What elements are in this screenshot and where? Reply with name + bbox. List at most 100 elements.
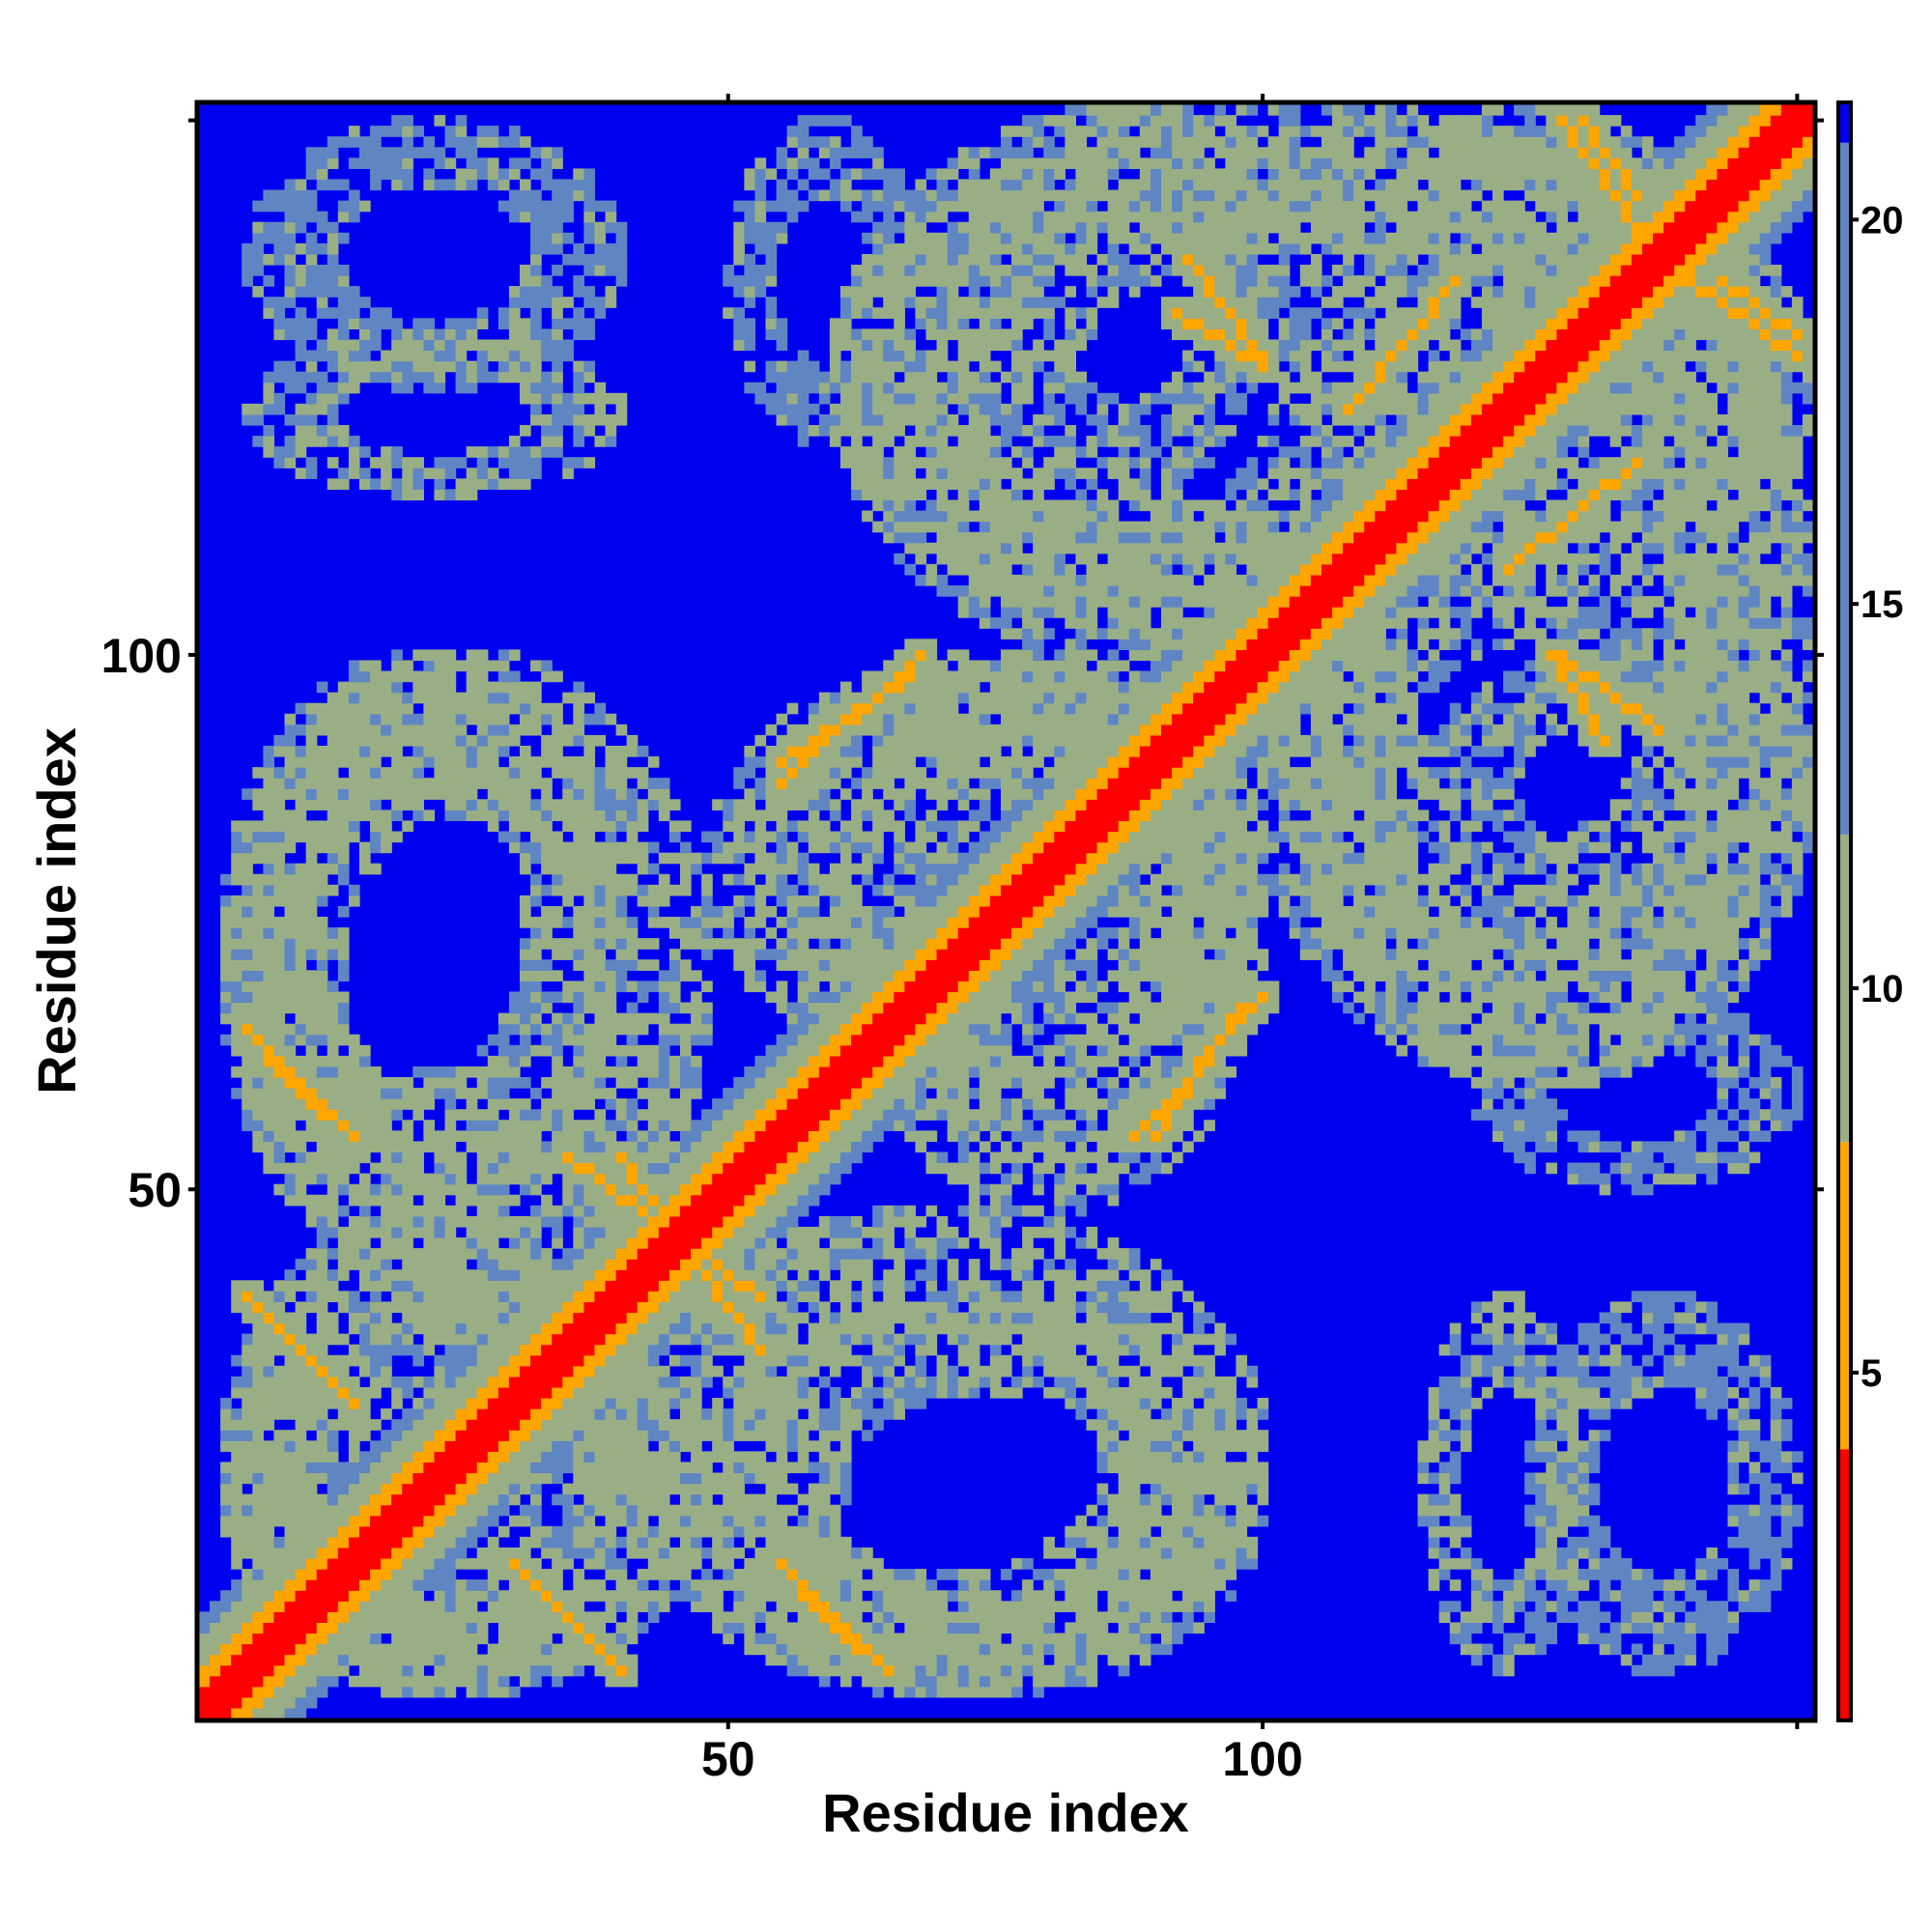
heatmap-cell	[615, 970, 628, 982]
heatmap-cell	[744, 959, 756, 971]
heatmap-cell	[348, 670, 360, 683]
heatmap-cell	[444, 681, 457, 694]
heatmap-cell	[562, 884, 574, 896]
heatmap-cell	[776, 1601, 788, 1612]
heatmap-cell	[327, 756, 339, 768]
heatmap-cell	[573, 713, 584, 725]
heatmap-cell	[337, 1398, 350, 1409]
heatmap-cell	[541, 831, 553, 843]
heatmap-cell	[381, 713, 392, 725]
heatmap-cell	[358, 136, 371, 148]
heatmap-cell	[786, 884, 799, 896]
heatmap-cell	[466, 1322, 478, 1335]
heatmap-cell	[541, 841, 553, 854]
heatmap-cell	[423, 1280, 436, 1292]
heatmap-cell	[337, 927, 350, 939]
heatmap-cell	[316, 1430, 328, 1441]
heatmap-cell	[818, 1590, 831, 1602]
heatmap-cell	[391, 831, 403, 843]
heatmap-cell	[754, 1259, 767, 1270]
heatmap-cell	[808, 1558, 820, 1570]
heatmap-cell	[626, 1376, 639, 1388]
heatmap-cell	[797, 1547, 810, 1559]
heatmap-cell	[273, 1365, 286, 1378]
heatmap-cell	[733, 1451, 745, 1463]
heatmap-cell	[733, 1141, 745, 1153]
heatmap-cell	[497, 1408, 510, 1420]
heatmap-cell	[723, 275, 734, 287]
heatmap-cell	[647, 938, 660, 950]
heatmap-cell	[679, 927, 692, 939]
heatmap-cell	[605, 1558, 617, 1570]
heatmap-cell	[573, 1344, 584, 1356]
heatmap-cell	[797, 1055, 810, 1067]
heatmap-cell	[242, 1312, 253, 1324]
heatmap-cell	[765, 1226, 778, 1238]
heatmap-cell	[263, 1664, 275, 1677]
heatmap-cell	[327, 1611, 339, 1624]
heatmap-cell	[263, 810, 275, 822]
heatmap-cell	[829, 1322, 841, 1335]
heatmap-cell	[583, 1120, 596, 1131]
heatmap-cell	[744, 970, 756, 982]
heatmap-cell	[434, 468, 446, 479]
heatmap-cell	[444, 713, 457, 725]
heatmap-cell	[808, 734, 820, 747]
heatmap-cell	[348, 1312, 360, 1324]
heatmap-cell	[594, 1462, 607, 1474]
heatmap-cell	[776, 1194, 788, 1207]
heatmap-cell	[647, 1012, 660, 1025]
heatmap-cell	[605, 1002, 617, 1014]
heatmap-cell	[444, 1611, 457, 1624]
heatmap-cell	[316, 1558, 328, 1570]
heatmap-cell	[263, 371, 275, 384]
heatmap-cell	[776, 1088, 788, 1099]
heatmap-cell	[231, 831, 242, 843]
heatmap-cell	[508, 724, 521, 736]
heatmap-cell	[284, 1098, 297, 1110]
heatmap-cell	[508, 126, 521, 137]
heatmap-cell	[242, 884, 253, 896]
heatmap-cell	[668, 1515, 681, 1527]
heatmap-cell	[562, 1301, 574, 1314]
heatmap-cell	[497, 670, 510, 683]
heatmap-cell	[691, 1130, 702, 1143]
heatmap-cell	[562, 1012, 574, 1025]
heatmap-cell	[508, 692, 521, 704]
heatmap-cell	[508, 1215, 521, 1228]
heatmap-cell	[733, 1504, 745, 1517]
heatmap-cell	[605, 264, 617, 276]
heatmap-cell	[733, 339, 745, 352]
heatmap-cell	[402, 1237, 413, 1249]
heatmap-cell	[679, 959, 692, 971]
heatmap-cell	[818, 1451, 831, 1463]
heatmap-cell	[691, 1398, 702, 1409]
heatmap-cell	[573, 1622, 584, 1634]
heatmap-cell	[818, 1034, 831, 1046]
heatmap-cell	[776, 1451, 788, 1463]
heatmap-cell	[497, 788, 510, 800]
heatmap-cell	[626, 1237, 639, 1249]
heatmap-cell	[776, 1354, 788, 1367]
heatmap-cell	[305, 1536, 318, 1548]
heatmap-cell	[487, 1065, 499, 1078]
heatmap-cell	[701, 938, 713, 950]
heatmap-cell	[412, 1590, 424, 1602]
heatmap-cell	[508, 1430, 521, 1441]
heatmap-cell	[316, 339, 328, 352]
heatmap-cell	[444, 660, 457, 672]
heatmap-cell	[305, 1419, 318, 1431]
heatmap-cell	[562, 1515, 574, 1527]
heatmap-cell	[530, 1525, 542, 1538]
heatmap-cell	[786, 1483, 799, 1495]
heatmap-cell	[552, 1109, 563, 1121]
heatmap-cell	[391, 1291, 403, 1303]
heatmap-cell	[605, 1291, 617, 1303]
heatmap-cell	[723, 1622, 734, 1634]
heatmap-cell	[808, 1291, 820, 1303]
heatmap-cell	[284, 328, 297, 341]
heatmap-cell	[434, 1675, 446, 1688]
heatmap-cell	[723, 905, 734, 918]
heatmap-cell	[231, 949, 242, 960]
heatmap-cell	[829, 382, 841, 394]
